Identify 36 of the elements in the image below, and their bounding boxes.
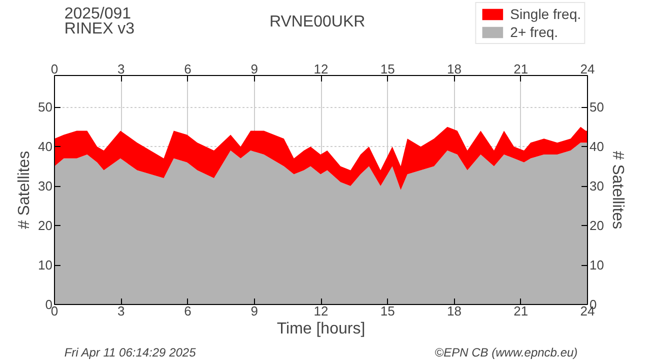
y-tick-label: 10 bbox=[38, 258, 53, 273]
x2-tick-label: 3 bbox=[118, 304, 125, 318]
y2-axis-title: # Satellites bbox=[608, 150, 626, 230]
text: Fri Apr 11 06:14:29 2025 bbox=[64, 346, 196, 360]
chart-title: RVNE00UKR bbox=[269, 14, 366, 30]
x-axis-title: Time [hours] bbox=[276, 320, 366, 338]
x2-tick-label: 21 bbox=[514, 304, 528, 318]
y-tick-label: 20 bbox=[38, 218, 53, 234]
y-tick-label: 40 bbox=[38, 139, 53, 154]
x2-tick-label: 9 bbox=[250, 304, 258, 318]
x2-tick-label: 12 bbox=[314, 304, 328, 318]
y2-tick-label: 40 bbox=[590, 139, 604, 154]
text: ©EPN CB (www.epncb.eu) bbox=[434, 346, 578, 360]
x-tick-label: 21 bbox=[514, 62, 528, 76]
y-axis-title: # Satellites bbox=[16, 150, 34, 230]
x-tick-label: 9 bbox=[250, 62, 258, 76]
y-tick-label: 50 bbox=[38, 100, 53, 115]
x2-tick-label: 15 bbox=[380, 304, 395, 318]
text: RINEX v3 bbox=[64, 20, 135, 38]
y2-tick-label: 20 bbox=[590, 218, 604, 234]
x2-tick-label: 18 bbox=[447, 304, 462, 318]
legend-label: 2+ freq. bbox=[510, 24, 558, 40]
x-tick-label: 3 bbox=[118, 62, 125, 76]
y2-tick-label: 50 bbox=[590, 100, 604, 115]
y-tick-label: 0 bbox=[45, 297, 53, 312]
x-tick-label: 6 bbox=[184, 62, 192, 76]
legend-label: Single freq. bbox=[510, 6, 581, 22]
y2-tick-label: 10 bbox=[590, 258, 604, 273]
y2-tick-label: 30 bbox=[590, 178, 604, 194]
x-tick-label: 12 bbox=[314, 62, 328, 76]
text: 2025/091 bbox=[64, 6, 132, 22]
y-tick-label: 30 bbox=[38, 178, 53, 194]
x-tick-label: 15 bbox=[380, 62, 395, 76]
x-tick-label: 24 bbox=[580, 62, 595, 76]
x-tick-label: 18 bbox=[447, 62, 462, 76]
x2-tick-label: 6 bbox=[184, 304, 192, 318]
